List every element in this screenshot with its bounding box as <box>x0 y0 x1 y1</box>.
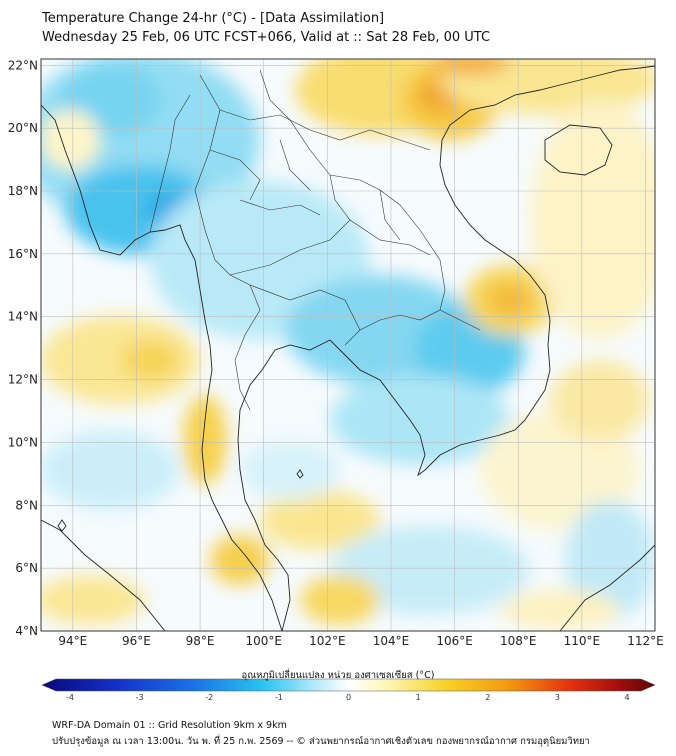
colorbar-tick-label: 1 <box>416 693 421 702</box>
colorbar-tick-label: 0 <box>346 693 351 702</box>
latitude-label: 20°N <box>8 121 38 135</box>
longitude-label: 94°E <box>58 634 87 648</box>
latitude-label: 12°N <box>8 373 38 387</box>
latitude-label: 16°N <box>8 247 38 261</box>
latitude-label: 22°N <box>8 58 38 72</box>
footer-credit: ปรับปรุงข้อมูล ณ เวลา 13:00น. วัน พ. ที่… <box>52 736 590 747</box>
colorbar <box>41 678 656 692</box>
footer-model-info: WRF-DA Domain 01 :: Grid Resolution 9km … <box>52 720 287 731</box>
temperature-field <box>41 59 655 631</box>
longitude-label: 104°E <box>373 634 410 648</box>
latitude-label: 18°N <box>8 184 38 198</box>
graticule <box>41 59 655 631</box>
latitude-label: 14°N <box>8 310 38 324</box>
colorbar-tick-label: 3 <box>555 693 560 702</box>
latitude-label: 10°N <box>8 435 38 449</box>
political-boundaries <box>149 69 481 411</box>
longitude-label: 106°E <box>436 634 473 648</box>
map-title: Temperature Change 24-hr (°C) - [Data As… <box>42 11 385 26</box>
longitude-labels: 94°E 96°E 98°E 100°E 102°E 104°E 106°E 108°E 110… <box>58 634 663 648</box>
longitude-label: 110°E <box>564 634 601 648</box>
colorbar-tick-label: 4 <box>624 693 629 702</box>
colorbar-tick-label: -1 <box>275 693 283 702</box>
longitude-label: 100°E <box>245 634 282 648</box>
colorbar-tick-label: -4 <box>66 693 74 702</box>
longitude-label: 102°E <box>309 634 346 648</box>
longitude-label: 112°E <box>627 634 664 648</box>
coastline <box>41 65 655 631</box>
colorbar-label: อุณหภูมิเปลี่ยนแปลง หน่วย องศาเซลเซียส (… <box>241 670 435 681</box>
plot-frame <box>40 58 656 632</box>
latitude-label: 8°N <box>15 498 38 512</box>
longitude-label: 98°E <box>186 634 215 648</box>
map-subtitle: Wednesday 25 Feb, 06 UTC FCST+066, Valid… <box>42 30 491 45</box>
latitude-label: 4°N <box>15 624 38 638</box>
latitude-labels: 22°N 20°N 18°N 16°N 14°N 12°N 10°N 8°N 6°N 4°N <box>8 58 38 638</box>
longitude-label: 96°E <box>122 634 151 648</box>
colorbar-tick-label: -3 <box>136 693 144 702</box>
colorbar-tick-label: -2 <box>205 693 213 702</box>
colorbar-tick-label: 2 <box>485 693 490 702</box>
colorbar-ticks: -4 -3 -2 -1 0 1 2 3 4 <box>66 693 630 702</box>
longitude-label: 108°E <box>500 634 537 648</box>
latitude-label: 6°N <box>15 561 38 575</box>
